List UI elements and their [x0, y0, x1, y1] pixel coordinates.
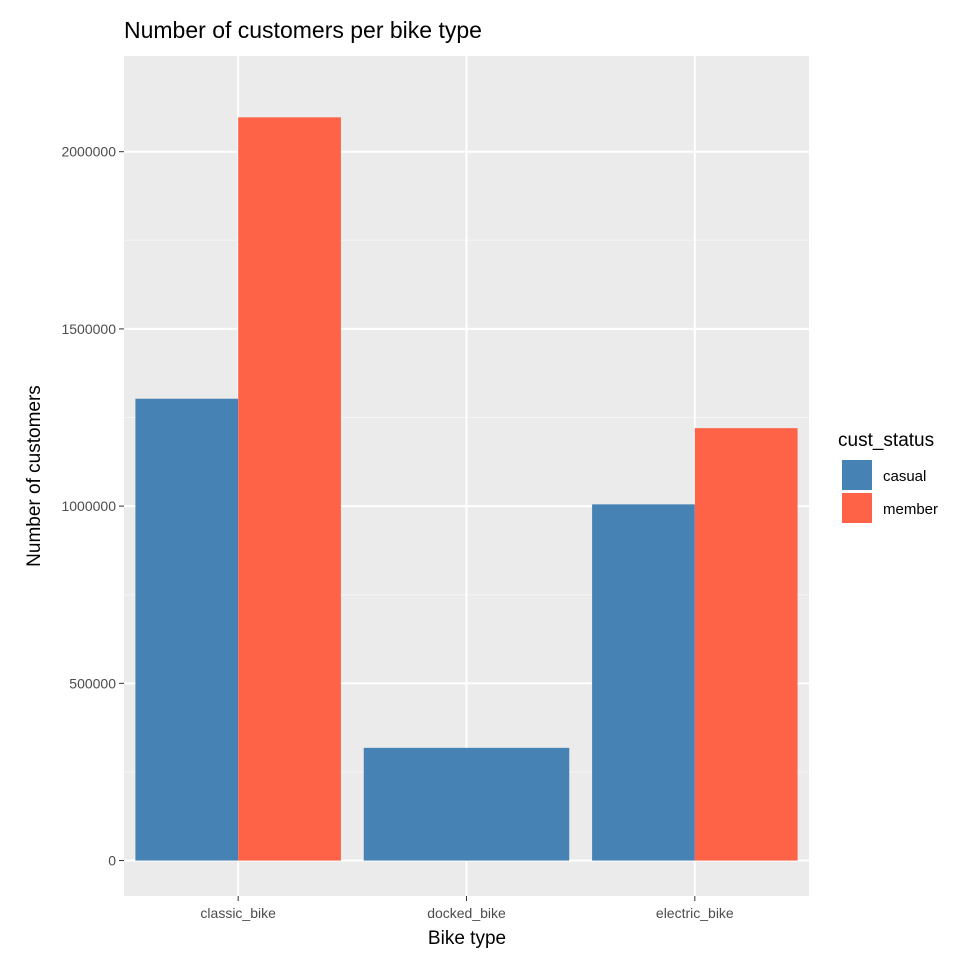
bar-member-classic_bike [238, 117, 341, 861]
bar-casual-electric_bike [592, 504, 695, 861]
y-axis-title: Number of customers [24, 385, 45, 567]
legend-key-member [842, 493, 872, 523]
y-tick-label: 1500000 [61, 321, 116, 337]
legend-title: cust_status [838, 430, 934, 451]
bar-member-electric_bike [694, 428, 798, 861]
chart-title: Number of customers per bike type [124, 17, 482, 43]
legend: cust_status casual member [838, 430, 938, 523]
y-tick-label: 0 [108, 853, 116, 869]
y-tick-label: 2000000 [61, 144, 116, 160]
y-tick-label: 1000000 [61, 498, 116, 514]
x-tick-label: electric_bike [656, 905, 734, 921]
y-tick-label: 500000 [69, 675, 116, 691]
x-tick-label: classic_bike [200, 905, 276, 921]
x-tick-label: docked_bike [427, 905, 506, 921]
bar-casual-docked_bike [363, 747, 570, 861]
legend-key-casual [842, 460, 872, 490]
legend-label-member: member [883, 501, 938, 518]
x-axis-title: Bike type [428, 928, 506, 949]
legend-label-casual: casual [883, 468, 926, 485]
bar-casual-classic_bike [135, 398, 239, 861]
